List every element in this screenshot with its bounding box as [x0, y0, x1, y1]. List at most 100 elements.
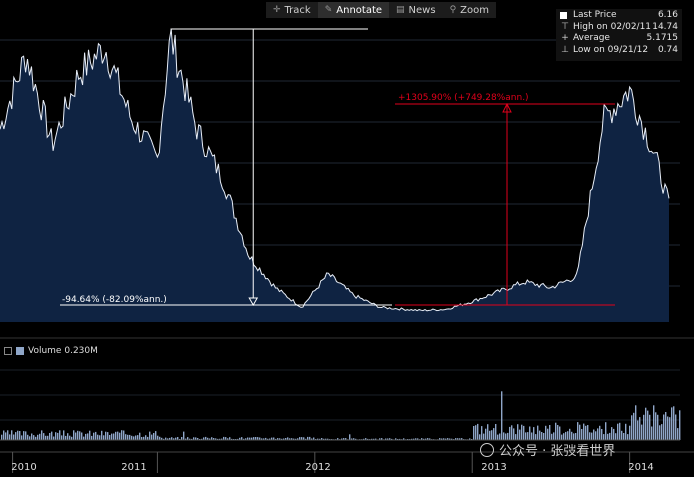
- volume-bar: [451, 438, 453, 440]
- volume-bar: [609, 432, 611, 440]
- volume-bar: [493, 428, 495, 440]
- zoom-button[interactable]: ⚲ Zoom: [443, 2, 496, 18]
- volume-bar: [423, 438, 425, 440]
- volume-bar: [595, 431, 597, 440]
- crosshair-icon: ✛: [273, 5, 281, 15]
- volume-bar: [639, 417, 641, 440]
- volume-bar: [577, 422, 579, 440]
- volume-bar: [657, 414, 659, 440]
- volume-bar: [455, 438, 457, 440]
- volume-bar: [521, 424, 523, 440]
- volume-bar: [677, 428, 679, 440]
- volume-bar: [559, 426, 561, 440]
- volume-bar: [141, 437, 143, 440]
- volume-bar: [79, 431, 81, 440]
- x-tick-label-2014: 2014: [628, 462, 653, 473]
- volume-bar: [37, 434, 39, 440]
- volume-bar: [511, 425, 513, 440]
- rise-annotation[interactable]: +1305.90% (+749.28%ann.): [398, 93, 529, 103]
- high-label: High on 02/02/11: [573, 21, 652, 32]
- volume-bar: [537, 425, 539, 440]
- volume-bar: [575, 433, 577, 440]
- volume-bar: [57, 432, 59, 440]
- volume-bar: [533, 427, 535, 440]
- volume-bar: [215, 438, 217, 440]
- volume-bar: [615, 433, 617, 440]
- annotate-button[interactable]: ✎ Annotate: [317, 2, 390, 18]
- volume-bar: [603, 434, 605, 440]
- volume-bar: [181, 437, 183, 440]
- volume-toggle-icon[interactable]: [4, 347, 12, 355]
- volume-bar: [651, 426, 653, 440]
- volume-bar: [541, 432, 543, 440]
- volume-bar: [499, 433, 501, 440]
- volume-bar: [489, 430, 491, 440]
- volume-bar: [589, 432, 591, 440]
- volume-bar: [291, 438, 293, 440]
- volume-bar: [183, 431, 185, 440]
- volume-bar: [93, 432, 95, 440]
- volume-bar: [285, 438, 287, 440]
- price-area: [0, 28, 669, 323]
- volume-bar: [605, 422, 607, 440]
- volume-bar: [223, 436, 225, 440]
- volume-bar: [355, 438, 357, 440]
- volume-bar: [225, 437, 227, 440]
- volume-bar: [483, 433, 485, 440]
- volume-bar: [667, 416, 669, 440]
- volume-bar: [365, 438, 367, 440]
- track-label: Track: [284, 4, 311, 16]
- volume-bar: [323, 438, 325, 440]
- volume-bar: [549, 425, 551, 440]
- volume-bar: [633, 412, 635, 440]
- volume-bar: [305, 438, 307, 440]
- volume-bar: [55, 432, 57, 440]
- volume-bar: [101, 430, 103, 440]
- decline-annotation[interactable]: -94.64% (-82.09%ann.): [62, 295, 167, 305]
- high-marker-icon: ⊤: [561, 21, 569, 32]
- volume-bar: [43, 433, 45, 440]
- volume-bar: [673, 406, 675, 440]
- volume-bar: [25, 431, 27, 440]
- volume-bar: [257, 437, 259, 440]
- track-button[interactable]: ✛ Track: [266, 2, 318, 18]
- volume-bar: [669, 417, 671, 440]
- volume-bar: [367, 438, 369, 440]
- watermark-text: 公众号 · 张弢看世界: [499, 444, 616, 459]
- volume-bar: [33, 435, 35, 440]
- news-button[interactable]: ▤ News: [389, 2, 443, 18]
- volume-bar: [661, 424, 663, 440]
- volume-bar: [177, 437, 179, 440]
- volume-bar: [617, 423, 619, 440]
- volume-bar: [309, 436, 311, 440]
- volume-bar: [443, 438, 445, 440]
- volume-bar: [7, 430, 9, 440]
- volume-bar: [343, 438, 345, 440]
- volume-bar: [421, 438, 423, 440]
- volume-bar: [637, 420, 639, 440]
- volume-bar: [529, 426, 531, 440]
- volume-bar: [217, 438, 219, 440]
- volume-bar: [399, 438, 401, 440]
- volume-bar: [555, 422, 557, 440]
- volume-bar: [495, 424, 497, 440]
- volume-bar: [371, 438, 373, 440]
- volume-bar: [133, 436, 135, 440]
- volume-bar: [301, 437, 303, 440]
- volume-bar: [77, 430, 79, 440]
- volume-legend: Volume 0.230M: [4, 346, 98, 356]
- volume-bar: [351, 438, 353, 440]
- volume-bar: [319, 438, 321, 440]
- volume-bar: [131, 435, 133, 440]
- volume-bar: [27, 434, 29, 440]
- volume-bar: [205, 436, 207, 440]
- volume-bar: [321, 438, 323, 440]
- volume-bar: [525, 432, 527, 440]
- volume-bar: [523, 425, 525, 440]
- volume-bar: [587, 425, 589, 440]
- volume-bar: [553, 432, 555, 440]
- volume-bar: [647, 410, 649, 440]
- volume-bar: [35, 436, 37, 440]
- volume-bar: [143, 436, 145, 440]
